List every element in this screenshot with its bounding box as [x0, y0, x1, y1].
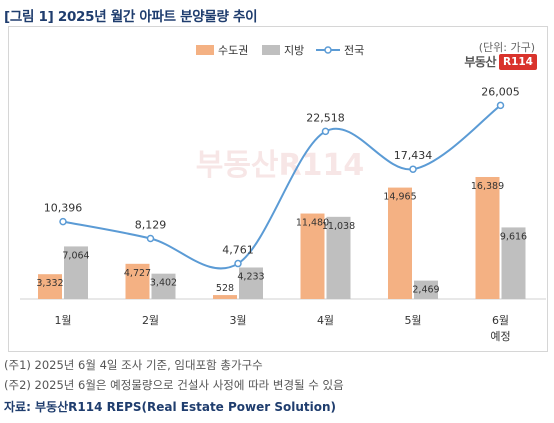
- bar-label-metro: 4,727: [124, 268, 151, 279]
- point-label-national: 17,434: [394, 149, 433, 162]
- footnote-2: (주2) 2025년 6월은 예정물량으로 건설사 사정에 따라 변경될 수 있…: [4, 378, 344, 392]
- bar-label-metro: 3,332: [36, 278, 63, 289]
- bar-label-local: 3,402: [150, 278, 177, 289]
- x-tick-label: 2월: [142, 314, 159, 327]
- legend-swatch-local: [262, 45, 280, 55]
- point-label-national: 26,005: [481, 85, 520, 98]
- point-label-national: 10,396: [44, 202, 83, 215]
- bar-label-local: 4,233: [237, 271, 264, 282]
- logo-text: 부동산: [464, 55, 496, 69]
- bar-metro: [125, 263, 150, 299]
- legend-label-national: 전국: [344, 44, 364, 57]
- bar-metro: [213, 295, 237, 299]
- unit-label: (단위: 가구): [478, 41, 535, 54]
- figure-title: [그림 1] 2025년 월간 아파트 분양물량 추이: [4, 9, 258, 25]
- bar-metro: [300, 213, 325, 299]
- bar-label-metro: 528: [216, 283, 234, 294]
- point-national: [321, 127, 330, 136]
- bar-local: [414, 280, 438, 299]
- bar-metro: [38, 274, 62, 299]
- x-tick-label: 1월: [54, 314, 71, 327]
- x-tick-label: 5월: [404, 314, 421, 327]
- bar-label-metro: 16,389: [471, 181, 504, 192]
- bar-label-local: 11,038: [322, 221, 355, 232]
- legend-label-metro: 수도권: [218, 44, 248, 57]
- x-tick-label: 6월: [492, 314, 509, 327]
- point-national: [59, 217, 67, 226]
- point-national: [234, 259, 242, 268]
- x-tick-label: 예정: [490, 330, 510, 343]
- bar-label-metro: 11,480: [296, 218, 329, 229]
- point-label-national: 22,518: [306, 111, 345, 124]
- x-tick-label: 3월: [229, 314, 246, 327]
- source-line: 자료: 부동산R114 REPS(Real Estate Power Solut…: [4, 400, 337, 414]
- line-national: [62, 104, 502, 270]
- point-national: [496, 101, 505, 110]
- point-national: [409, 165, 417, 173]
- legend-marker-national: [324, 46, 332, 54]
- legend-swatch-metro: [196, 45, 214, 55]
- bar-local: [326, 216, 351, 299]
- bar-local: [501, 227, 526, 299]
- bar-local: [64, 246, 88, 299]
- chart-frame: (단위: 가구) 부동산 R114: [8, 26, 548, 352]
- legend-label-local: 지방: [284, 44, 304, 57]
- bar-label-local: 7,064: [62, 250, 89, 261]
- footnote-1: (주1) 2025년 6월 4일 조사 기준, 임대포함 총가구수: [4, 358, 263, 372]
- point-national: [146, 234, 155, 243]
- bar-label-local: 2,469: [412, 285, 439, 296]
- bar-local: [239, 267, 263, 299]
- logo-badge: R114: [498, 53, 537, 70]
- bar-label-metro: 14,965: [383, 192, 416, 203]
- x-tick-label: 4월: [317, 314, 334, 327]
- point-label-national: 4,761: [222, 244, 254, 257]
- brand-logo: 부동산 R114: [464, 53, 537, 70]
- bar-metro: [388, 187, 412, 299]
- point-label-national: 8,129: [135, 218, 167, 231]
- bar-label-local: 9,616: [500, 231, 527, 242]
- bar-local: [151, 273, 176, 299]
- bar-metro: [475, 176, 500, 299]
- watermark: 부동산R114: [196, 148, 365, 183]
